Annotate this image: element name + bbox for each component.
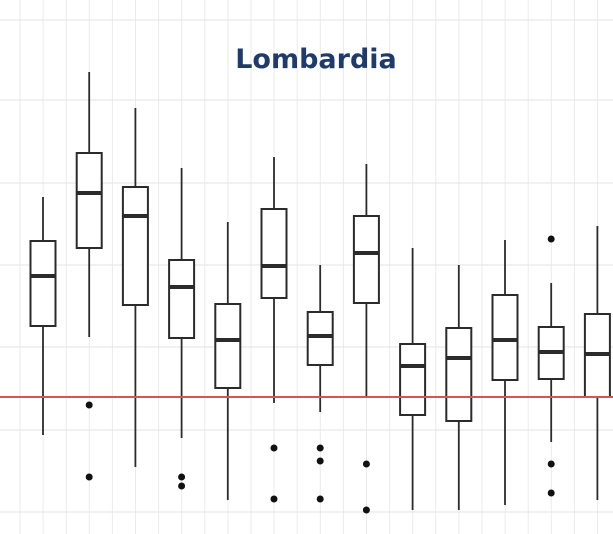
outlier <box>316 495 324 503</box>
box <box>75 152 103 249</box>
outlier <box>85 473 93 481</box>
box <box>29 240 57 327</box>
outlier <box>547 489 555 497</box>
box <box>121 186 149 306</box>
box <box>399 343 427 416</box>
plot <box>0 72 613 514</box>
outlier <box>547 235 555 243</box>
box <box>306 311 334 366</box>
box <box>168 259 196 339</box>
outlier <box>547 460 555 468</box>
outlier <box>178 473 186 481</box>
outlier <box>85 401 93 409</box>
outlier <box>178 482 186 490</box>
outlier <box>316 457 324 465</box>
outlier <box>362 460 370 468</box>
box <box>214 303 242 389</box>
box <box>491 294 519 381</box>
box <box>445 327 473 422</box>
chart-title: Lombardia <box>235 44 397 75</box>
outlier <box>270 495 278 503</box>
box <box>352 215 380 304</box>
outlier <box>270 444 278 452</box>
outlier <box>316 444 324 452</box>
box <box>260 208 288 299</box>
outlier <box>362 506 370 514</box>
